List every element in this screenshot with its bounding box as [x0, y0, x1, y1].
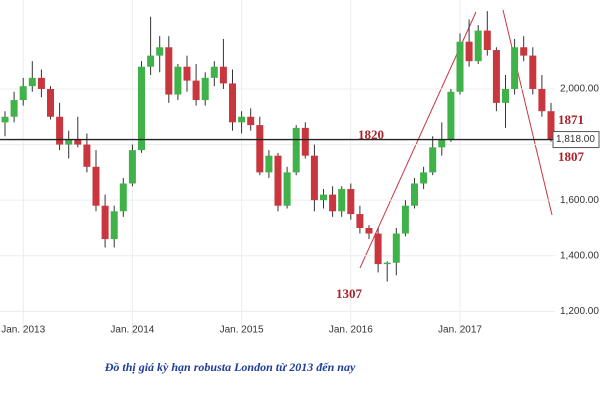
candle-body [110, 211, 118, 240]
candle-body [429, 147, 437, 173]
candle-body [83, 144, 91, 167]
y-tick-label: 1,400.00 [560, 250, 599, 261]
candle-body [474, 30, 482, 62]
candle-body [265, 155, 273, 173]
candle-body [502, 88, 509, 103]
candle-body [156, 47, 164, 56]
candle-body [456, 41, 464, 92]
candle-body [19, 86, 27, 101]
candle-body [92, 166, 100, 206]
candle-body [119, 183, 127, 212]
x-tick-label: Jan. 2013 [1, 325, 45, 336]
candle-body [511, 47, 519, 89]
candle-body [283, 172, 291, 206]
candle-body [183, 66, 191, 81]
annotation: 1871 [558, 112, 584, 127]
candle-body [547, 111, 555, 140]
candle-body [292, 127, 300, 173]
candle-body [438, 139, 446, 148]
candle-body [47, 88, 54, 117]
candle-body [247, 116, 255, 126]
candle-body [538, 88, 546, 112]
candle-body [238, 116, 246, 123]
candle-body [256, 125, 264, 173]
caption: Đồ thị giá kỳ hạn robusta London từ 2013… [104, 360, 356, 374]
candle-body [320, 194, 327, 201]
candle-body [447, 91, 455, 140]
candle-body [128, 150, 136, 184]
candle-body [420, 172, 428, 184]
x-tick-label: Jan. 2014 [110, 325, 154, 336]
candle-body [483, 30, 491, 51]
candle-body [56, 116, 64, 145]
last-price-box [552, 131, 600, 149]
candle-body [365, 227, 373, 234]
candle-body [210, 66, 218, 78]
candle-body [401, 205, 409, 234]
candle-body [37, 77, 45, 89]
trend-line [502, 9, 553, 216]
annotation: 1820 [358, 127, 384, 142]
candle-body [356, 214, 364, 228]
candle-body [529, 55, 537, 89]
candle-body [465, 41, 473, 62]
annotation: 1307 [336, 286, 363, 301]
candle-body [229, 83, 236, 123]
candle-body [219, 66, 227, 84]
candle-body [392, 233, 400, 263]
x-tick-label: Jan. 2016 [329, 325, 373, 336]
y-tick-label: 1,600.00 [560, 195, 599, 206]
annotation: 1807 [558, 149, 585, 164]
candle-body [492, 50, 500, 103]
candle-body [1, 116, 9, 123]
candle-body [301, 127, 309, 156]
candle-body [329, 194, 337, 212]
candle-body [338, 189, 346, 212]
candle-body [383, 262, 391, 265]
candle-body [74, 139, 82, 145]
candle-body [520, 47, 528, 56]
y-tick-label: 1,200.00 [560, 306, 599, 317]
candle-body [192, 80, 200, 101]
candle-body [65, 139, 73, 145]
candle-body [411, 183, 418, 206]
candle-body [28, 77, 36, 87]
candle-body [174, 66, 182, 95]
candle-body [201, 77, 209, 101]
candle-body [165, 47, 173, 95]
x-tick-label: Jan. 2015 [220, 325, 264, 336]
candle-body [310, 155, 318, 201]
y-tick-label: 2,000.00 [560, 84, 599, 95]
candle-body [10, 100, 18, 117]
candle-body [101, 205, 109, 240]
last-price-label: 1,818.00 [556, 134, 595, 145]
candle-body [147, 55, 155, 67]
candle-body [347, 189, 355, 215]
candle-body [138, 66, 145, 151]
candle-body [274, 155, 282, 206]
candle-body [374, 233, 382, 265]
x-tick-label: Jan. 2017 [438, 325, 482, 336]
